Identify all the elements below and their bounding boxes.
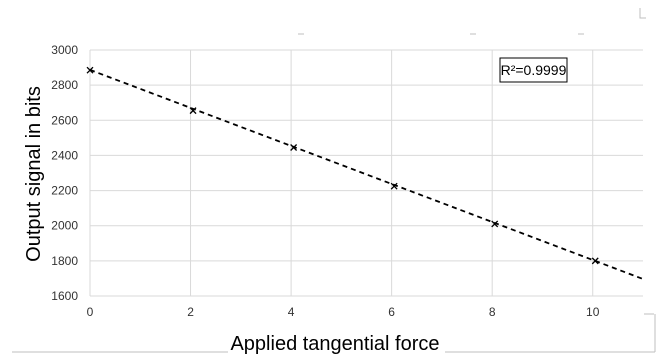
data-point-marker	[591, 257, 599, 265]
y-tick-label: 2000	[51, 219, 78, 233]
y-tick-label: 2600	[51, 113, 78, 127]
y-tick-label: 2400	[51, 148, 78, 162]
frame-lines	[12, 8, 656, 353]
data-point-marker	[86, 66, 94, 74]
x-axis-title: Applied tangential force	[230, 333, 439, 355]
y-tick-label: 1800	[51, 254, 78, 268]
data-point-marker	[390, 182, 398, 190]
y-tick-label: 2200	[51, 184, 78, 198]
data-point-marker	[491, 220, 499, 228]
trendline-dashed	[89, 69, 644, 280]
r2-annotation-box	[499, 57, 568, 83]
data-points	[86, 66, 599, 265]
x-tick-label: 2	[187, 305, 194, 319]
y-tick-label: 2800	[51, 78, 78, 92]
x-tick-label: 8	[489, 305, 496, 319]
x-tick-labels: 0 2 4 6 8 10	[87, 305, 600, 319]
y-tick-labels: 1600 1800 2000 2200 2400 2600 2800 3000	[51, 43, 78, 303]
data-point-marker	[189, 107, 197, 115]
x-tick-label: 4	[288, 305, 295, 319]
r2-annotation: R²=0.9999	[499, 57, 568, 83]
r2-annotation-text: R²=0.9999	[501, 62, 567, 78]
grid	[89, 49, 643, 297]
x-axis-title-bg	[228, 330, 442, 356]
x-tick-label: 10	[586, 305, 600, 319]
trendline	[89, 69, 644, 280]
y-tick-label: 1600	[51, 289, 78, 303]
x-tick-label: 6	[388, 305, 395, 319]
y-tick-label: 3000	[51, 43, 78, 57]
data-point-marker	[290, 144, 298, 151]
x-tick-label: 0	[87, 305, 94, 319]
y-axis-title: Output signal in bits	[23, 86, 45, 262]
